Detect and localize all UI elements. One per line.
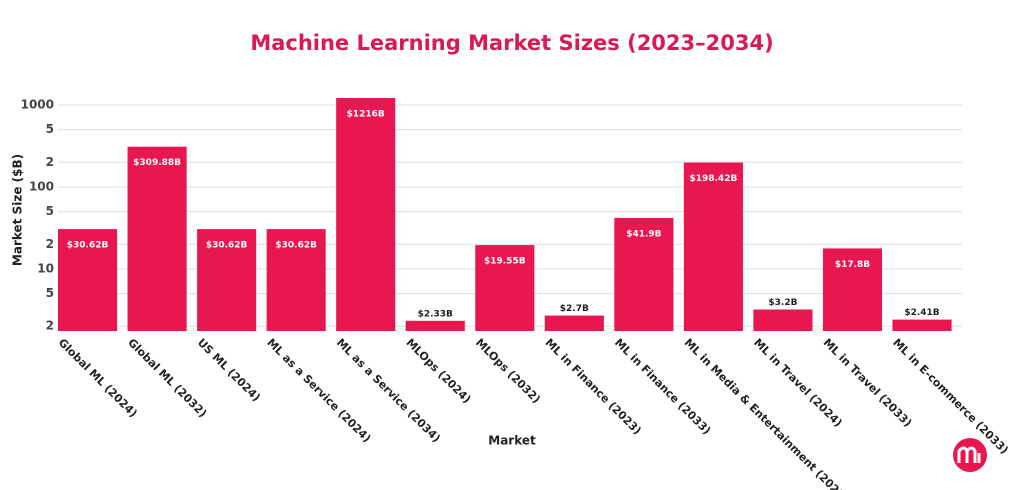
y-tick-label: 5 bbox=[46, 204, 54, 218]
x-tick-label: MLOps (2032) bbox=[473, 336, 543, 406]
x-tick-label: ML in E-commerce (2033) bbox=[890, 336, 1011, 457]
bar bbox=[336, 98, 396, 332]
y-tick-label: 2 bbox=[46, 155, 54, 169]
bar bbox=[683, 162, 743, 331]
value-label: $17.8B bbox=[835, 260, 870, 270]
value-label: $198.42B bbox=[689, 174, 737, 184]
bar bbox=[405, 320, 465, 331]
bar bbox=[58, 229, 118, 331]
value-label: $309.88B bbox=[133, 158, 181, 168]
value-label: $3.2B bbox=[768, 298, 797, 308]
value-label: $30.62B bbox=[67, 241, 109, 251]
value-label: $1216B bbox=[347, 110, 385, 120]
bar bbox=[266, 229, 326, 331]
bar bbox=[614, 217, 674, 331]
x-tick-label: MLOps (2024) bbox=[403, 336, 473, 406]
logo-glyph bbox=[957, 446, 981, 463]
bar bbox=[822, 248, 883, 331]
bar bbox=[475, 245, 535, 331]
x-tick-label: Global ML (2032) bbox=[125, 336, 209, 420]
x-axis-label: Market bbox=[488, 434, 536, 448]
value-label: $41.9B bbox=[626, 229, 661, 239]
y-tick-label: 100 bbox=[29, 179, 54, 193]
value-label: $2.41B bbox=[904, 308, 939, 318]
bar bbox=[127, 146, 187, 331]
y-tick-label: 10 bbox=[37, 261, 54, 275]
y-tick-label: 1000 bbox=[21, 97, 54, 111]
logo bbox=[953, 438, 987, 472]
y-tick-label: 2 bbox=[46, 319, 54, 333]
y-axis-label: Market Size ($B) bbox=[11, 154, 25, 266]
x-tick-label: Global ML (2024) bbox=[56, 336, 140, 420]
value-label: $2.33B bbox=[418, 309, 453, 319]
chart-title: Machine Learning Market Sizes (2023–2034… bbox=[250, 31, 773, 55]
bar bbox=[197, 229, 257, 331]
logo-circle bbox=[953, 438, 987, 472]
x-tick-label: US ML (2024) bbox=[195, 336, 263, 404]
bar bbox=[892, 319, 952, 331]
value-label: $19.55B bbox=[484, 257, 526, 267]
y-tick-label: 2 bbox=[46, 237, 54, 251]
y-tick-label: 5 bbox=[46, 286, 54, 300]
value-label: $30.62B bbox=[275, 241, 317, 251]
bar bbox=[544, 315, 604, 331]
value-label: $30.62B bbox=[206, 241, 248, 251]
y-tick-label: 5 bbox=[46, 122, 54, 136]
bar bbox=[753, 309, 813, 331]
value-label: $2.7B bbox=[560, 304, 589, 314]
